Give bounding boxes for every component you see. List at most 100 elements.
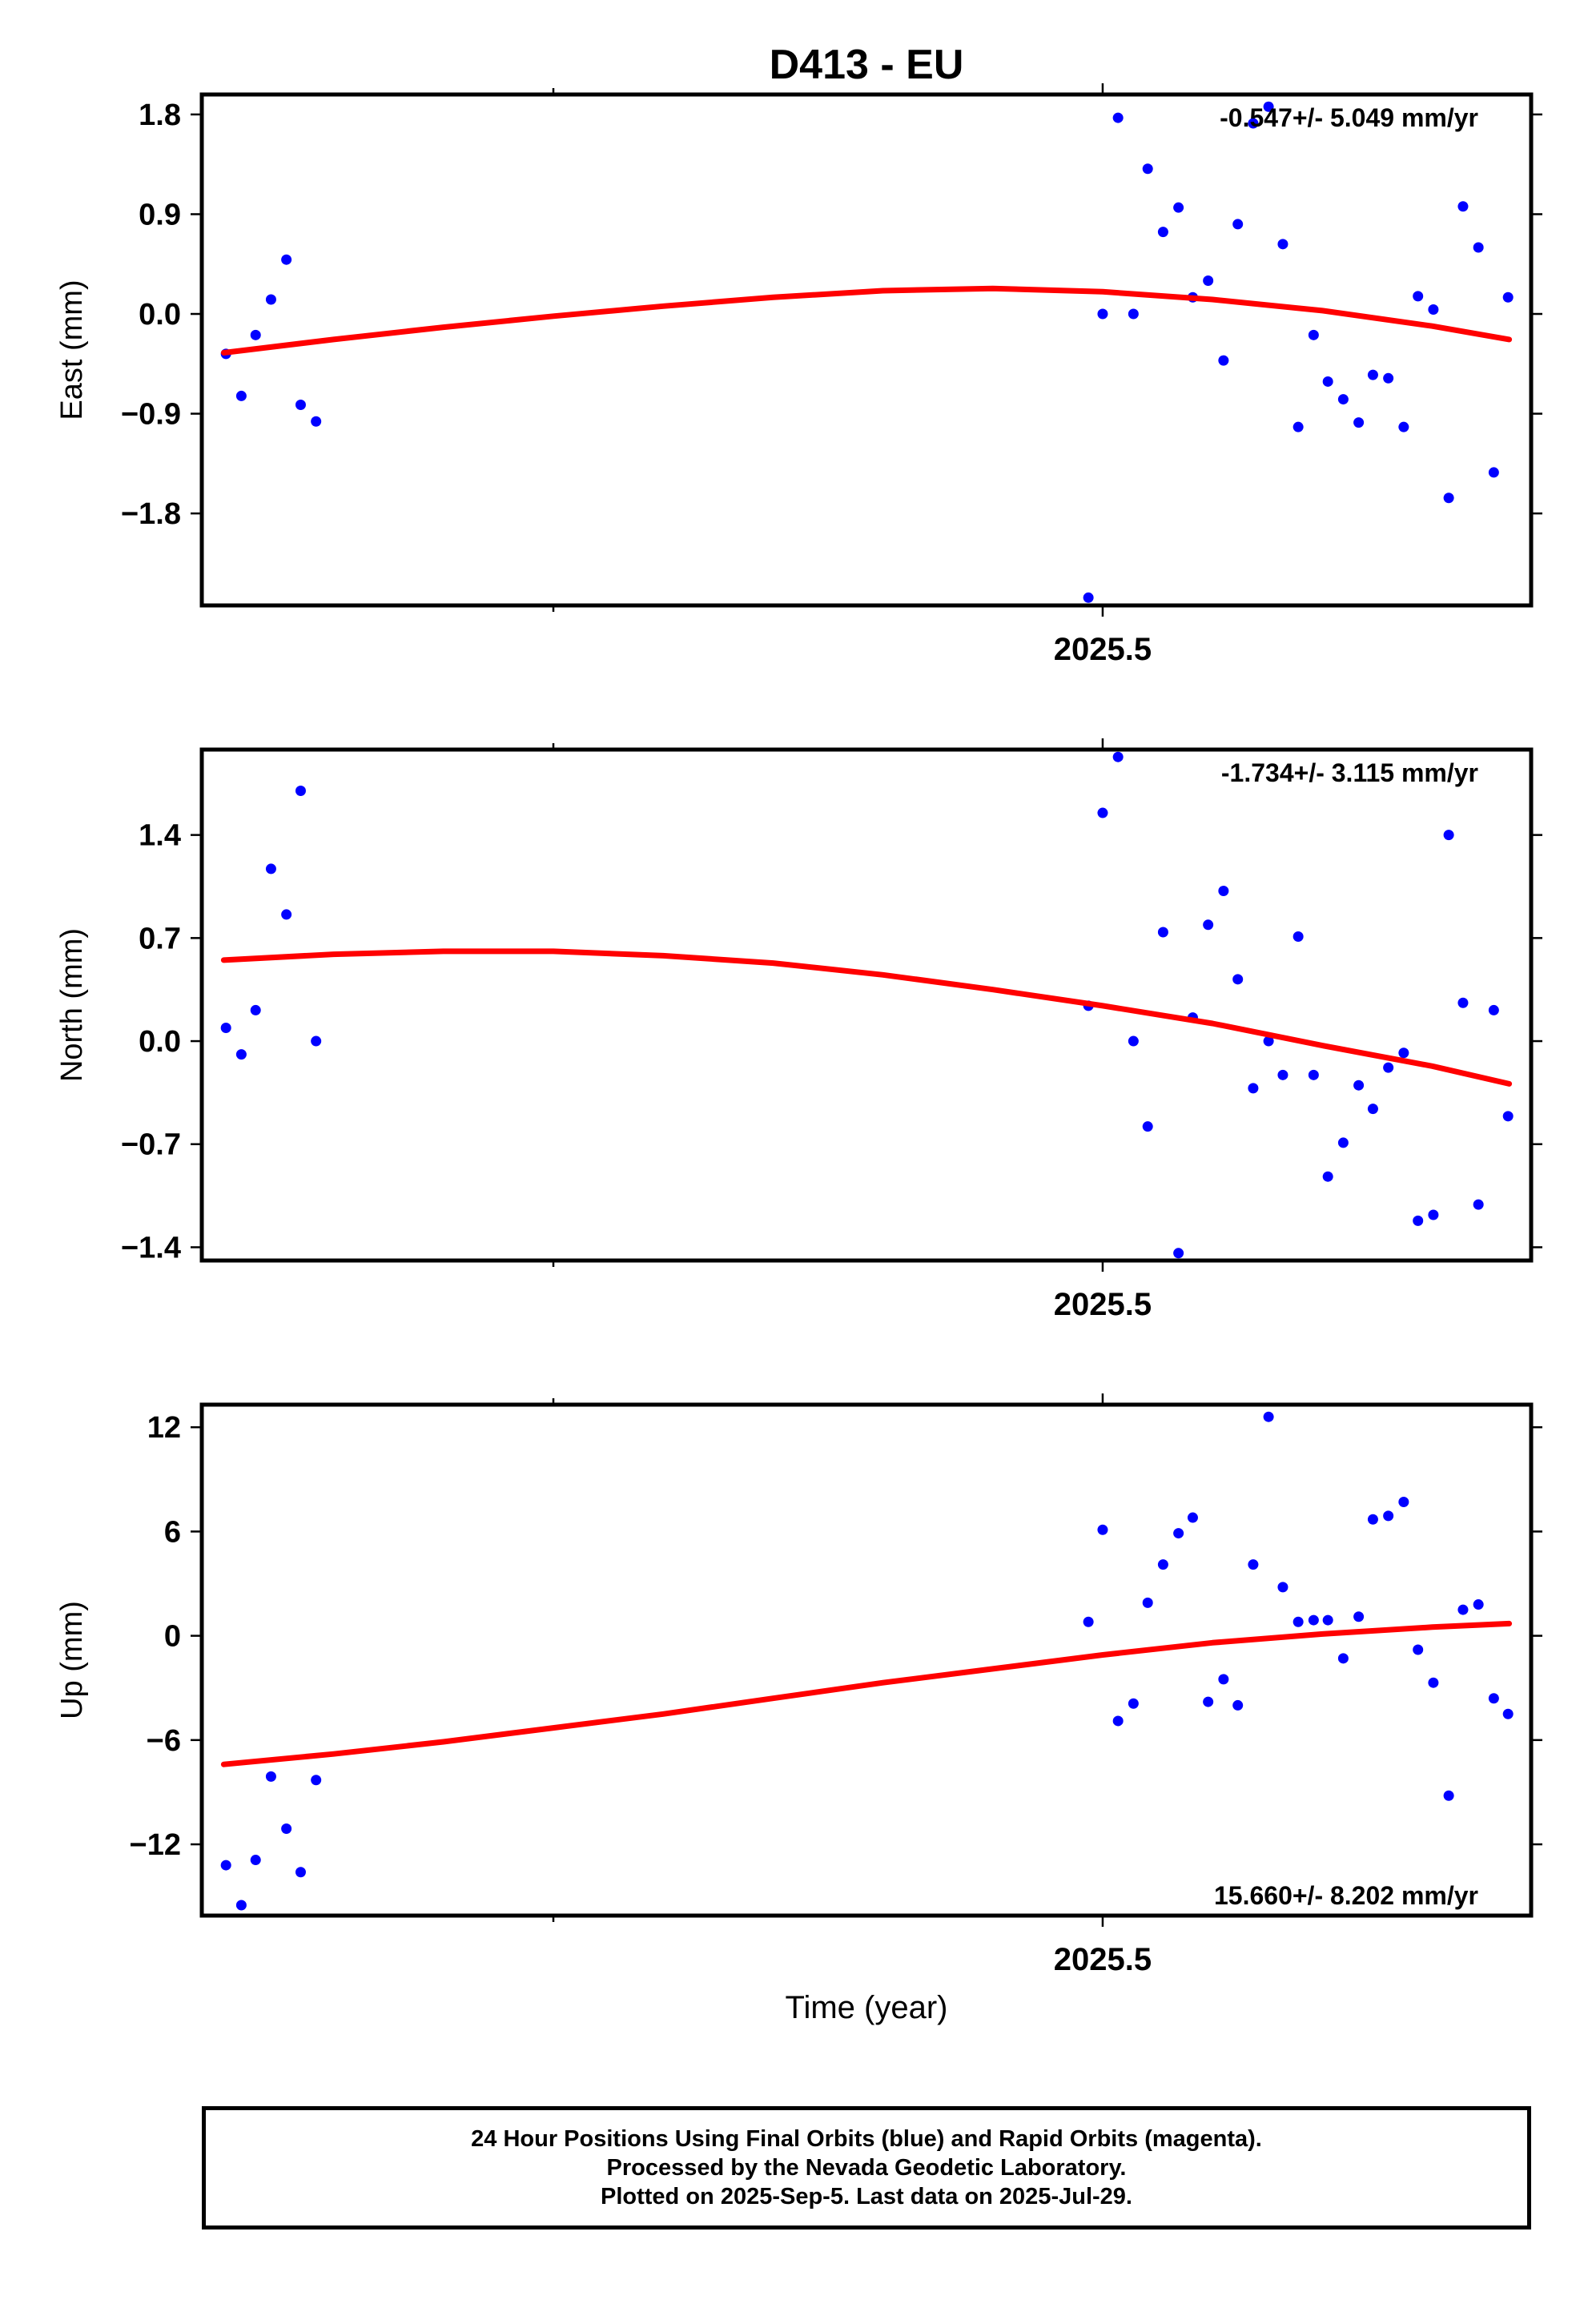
up-data-point (265, 1771, 276, 1782)
north-data-point (1248, 1083, 1259, 1094)
up-y-tick-label: 6 (164, 1515, 181, 1549)
north-data-point (1157, 927, 1168, 938)
north-data-point (1308, 1069, 1319, 1080)
north-data-point (1142, 1121, 1153, 1132)
x-axis-label: Time (year) (786, 1990, 948, 2025)
north-y-tick-label: 0.0 (139, 1025, 181, 1059)
up-data-point (1187, 1512, 1198, 1523)
east-y-axis-label: East (mm) (55, 279, 89, 420)
north-data-point (1218, 886, 1229, 897)
north-data-point (1277, 1069, 1288, 1080)
up-data-point (1112, 1715, 1124, 1727)
up-data-point (1173, 1528, 1184, 1539)
east-y-tick-label: 1.8 (139, 99, 181, 132)
up-data-point (1367, 1514, 1378, 1525)
north-data-point (1398, 1047, 1409, 1059)
up-data-point (1413, 1644, 1424, 1655)
north-data-point (1337, 1137, 1349, 1148)
up-data-point (1502, 1708, 1514, 1719)
east-data-point (1353, 417, 1365, 428)
caption-box: 24 Hour Positions Using Final Orbits (bl… (202, 2106, 1531, 2230)
up-data-point (1337, 1653, 1349, 1664)
north-y-tick-label: 1.4 (139, 819, 181, 853)
up-data-point (1277, 1582, 1288, 1593)
north-data-point (235, 1049, 247, 1060)
east-data-point (1248, 118, 1259, 129)
up-data-point (1232, 1699, 1244, 1711)
north-y-tick-label: −0.7 (121, 1128, 181, 1162)
north-data-point (1128, 1035, 1139, 1047)
east-data-point (265, 294, 276, 305)
east-data-point (1097, 308, 1108, 320)
east-data-point (1157, 227, 1168, 238)
up-fit-line (220, 1620, 1513, 1767)
chart-title: D413 - EU (770, 42, 964, 88)
east-y-tick-label: −0.9 (121, 398, 181, 432)
east-data-point (1502, 292, 1514, 303)
caption-line-3: Plotted on 2025-Sep-5. Last data on 2025… (601, 2184, 1132, 2209)
up-points (220, 1411, 1514, 1911)
up-panel: 12 6 0 −6 −12 2025.5 Up (mm) 15.660+/- 8.202 mm… (55, 1393, 1542, 1977)
east-data-point (1142, 163, 1153, 175)
up-data-point (1128, 1698, 1139, 1709)
north-data-point (1473, 1199, 1484, 1210)
east-data-point (1413, 291, 1424, 302)
north-data-point (1457, 997, 1469, 1008)
east-data-point (311, 416, 322, 427)
east-data-point (1112, 112, 1124, 123)
east-frame (199, 92, 1534, 608)
east-data-point (1337, 394, 1349, 405)
north-data-point (1502, 1111, 1514, 1122)
east-data-point (1292, 421, 1304, 432)
up-data-point (235, 1900, 247, 1911)
north-rate-label: -1.734+/- 3.115 mm/yr (1221, 758, 1478, 787)
up-data-point (1398, 1497, 1409, 1508)
up-data-point (1457, 1604, 1469, 1615)
north-data-point (295, 785, 306, 796)
up-data-point (1488, 1693, 1499, 1704)
up-data-point (295, 1867, 306, 1878)
up-y-tick-label: −12 (130, 1828, 181, 1862)
east-data-point (1128, 308, 1139, 320)
north-panel: 1.4 0.7 0.0 −0.7 −1.4 2025.5 North (mm) -1.734+… (55, 738, 1542, 1322)
up-data-point (1218, 1674, 1229, 1685)
east-data-point (1203, 275, 1214, 287)
east-data-point (250, 329, 261, 340)
up-y-axis-label: Up (mm) (55, 1601, 89, 1719)
up-frame (199, 1402, 1534, 1918)
east-data-point (1277, 239, 1288, 250)
up-data-point (281, 1823, 292, 1834)
up-data-point (311, 1775, 322, 1786)
east-data-point (1173, 202, 1184, 213)
north-data-point (1292, 931, 1304, 943)
north-data-point (1232, 974, 1244, 985)
north-data-point (1413, 1215, 1424, 1226)
east-fit-line (220, 285, 1513, 356)
east-data-point (1488, 467, 1499, 478)
up-data-point (1308, 1614, 1319, 1626)
up-data-point (1157, 1559, 1168, 1570)
up-data-point (1248, 1559, 1259, 1570)
north-data-point (1112, 751, 1124, 762)
north-frame (199, 747, 1534, 1263)
up-data-point (1203, 1696, 1214, 1707)
east-panel: 1.8 0.9 0.0 −0.9 −1.8 2025.5 East (mm) -0.547+/… (55, 83, 1542, 667)
east-x-tick-label: 2025.5 (1054, 632, 1152, 667)
north-data-point (1173, 1248, 1184, 1259)
north-data-point (1203, 919, 1214, 931)
north-data-point (1488, 1004, 1499, 1015)
east-data-point (1457, 201, 1469, 212)
east-data-point (1083, 592, 1094, 603)
east-data-point (1443, 493, 1454, 504)
north-data-point (311, 1035, 322, 1047)
east-y-tick-label: 0.9 (139, 198, 181, 231)
east-data-point (1428, 304, 1439, 315)
north-y-tick-label: −1.4 (121, 1231, 181, 1265)
up-data-point (1097, 1524, 1108, 1535)
up-data-point (1473, 1599, 1484, 1610)
up-data-point (1428, 1677, 1439, 1688)
north-data-point (1383, 1062, 1394, 1073)
north-data-point (265, 863, 276, 875)
north-data-point (220, 1022, 231, 1033)
